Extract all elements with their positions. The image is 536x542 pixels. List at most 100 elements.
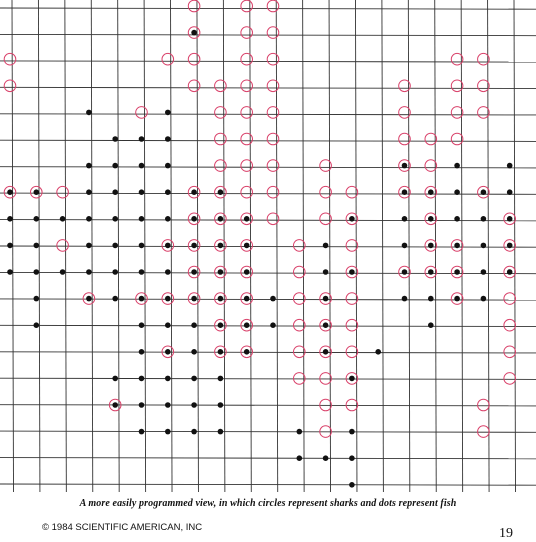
shark-circle bbox=[398, 106, 411, 119]
fish-dot bbox=[322, 322, 329, 329]
fish-dot bbox=[270, 322, 276, 329]
shark-circle bbox=[240, 265, 253, 279]
fish-dot bbox=[112, 242, 118, 249]
shark-circle bbox=[240, 159, 253, 172]
shark-circle bbox=[398, 185, 411, 199]
fish-dot bbox=[165, 109, 171, 116]
shark-circle bbox=[187, 79, 201, 93]
fish-dot bbox=[296, 428, 303, 435]
grid-line-horizontal bbox=[0, 324, 536, 327]
shark-circle bbox=[266, 106, 280, 119]
fish-dot bbox=[191, 428, 197, 435]
fish-dot bbox=[138, 402, 145, 408]
fish-dot bbox=[349, 216, 355, 222]
shark-circle bbox=[319, 318, 332, 332]
shark-circle bbox=[266, 0, 280, 13]
fish-dot bbox=[506, 269, 513, 275]
fish-dot bbox=[506, 189, 513, 195]
fish-dot bbox=[33, 322, 40, 329]
fish-dot bbox=[112, 189, 118, 195]
shark-circle bbox=[503, 372, 517, 385]
fish-dot bbox=[217, 189, 224, 195]
grid-line-horizontal bbox=[0, 457, 536, 460]
shark-circle bbox=[161, 292, 175, 305]
fish-dot bbox=[217, 322, 224, 329]
shark-circle bbox=[214, 239, 227, 252]
fish-dot bbox=[191, 349, 197, 355]
fish-dot bbox=[428, 242, 434, 249]
fish-dot bbox=[138, 242, 145, 249]
shark-circle bbox=[477, 185, 490, 199]
shark-circle bbox=[293, 318, 306, 332]
fish-dot bbox=[506, 162, 513, 169]
grid-line-horizontal bbox=[0, 404, 536, 407]
fish-dot bbox=[349, 269, 355, 275]
fish-dot bbox=[454, 216, 460, 222]
shark-circle bbox=[345, 372, 359, 385]
fish-dot bbox=[33, 216, 40, 222]
shark-circle bbox=[345, 345, 359, 359]
fish-dot bbox=[112, 375, 118, 382]
fish-dot bbox=[243, 242, 250, 249]
fish-dot bbox=[112, 136, 118, 142]
shark-circle bbox=[135, 292, 148, 305]
fish-dot bbox=[480, 295, 487, 302]
fish-dot bbox=[165, 322, 171, 329]
shark-circle bbox=[161, 345, 175, 359]
shark-circle bbox=[135, 106, 148, 119]
shark-circle bbox=[345, 212, 359, 226]
fish-dot bbox=[191, 322, 197, 329]
fish-dot bbox=[191, 189, 197, 195]
fish-dot bbox=[401, 162, 408, 169]
grid-line-vertical bbox=[355, 0, 358, 493]
fish-dot bbox=[191, 375, 197, 382]
fish-dot bbox=[322, 455, 329, 462]
shark-circle bbox=[214, 265, 227, 279]
fish-dot bbox=[138, 349, 145, 355]
fish-dot bbox=[86, 295, 92, 302]
fish-dot bbox=[59, 216, 66, 222]
shark-circle bbox=[3, 52, 17, 66]
shark-circle bbox=[424, 239, 438, 252]
shark-circle bbox=[293, 345, 306, 359]
shark-circle bbox=[240, 239, 253, 252]
shark-circle bbox=[450, 265, 464, 279]
fish-dot bbox=[401, 269, 408, 275]
shark-circle bbox=[450, 132, 464, 146]
fish-dot bbox=[322, 295, 329, 302]
fish-dot bbox=[138, 216, 145, 222]
fish-dot bbox=[165, 189, 171, 195]
shark-circle bbox=[266, 132, 280, 146]
shark-circle bbox=[424, 159, 438, 172]
fish-dot bbox=[454, 269, 460, 275]
fish-dot bbox=[191, 216, 197, 222]
shark-circle bbox=[503, 292, 517, 305]
fish-dot bbox=[217, 375, 224, 382]
shark-circle bbox=[240, 79, 253, 93]
fish-dot bbox=[7, 269, 13, 275]
fish-dot bbox=[165, 162, 171, 169]
shark-circle bbox=[345, 185, 359, 199]
fish-dot bbox=[322, 349, 329, 355]
fish-dot bbox=[165, 136, 171, 142]
shark-circle bbox=[345, 265, 359, 279]
shark-circle bbox=[477, 52, 490, 66]
fish-dot bbox=[7, 189, 13, 195]
fish-dot bbox=[217, 295, 224, 302]
shark-circle bbox=[345, 318, 359, 332]
shark-circle bbox=[319, 292, 332, 305]
fish-dot bbox=[428, 269, 434, 275]
shark-circle bbox=[319, 398, 332, 412]
fish-dot bbox=[138, 189, 145, 195]
fish-dot bbox=[33, 295, 40, 302]
grid-line-vertical bbox=[407, 0, 411, 493]
grid-line-horizontal bbox=[0, 430, 536, 433]
fish-dot bbox=[428, 216, 434, 222]
shark-circle bbox=[266, 26, 280, 39]
fish-dot bbox=[86, 109, 92, 116]
shark-circle bbox=[477, 106, 490, 119]
grid-line-horizontal bbox=[0, 483, 536, 486]
shark-circle bbox=[214, 132, 227, 146]
shark-circle bbox=[240, 52, 253, 66]
